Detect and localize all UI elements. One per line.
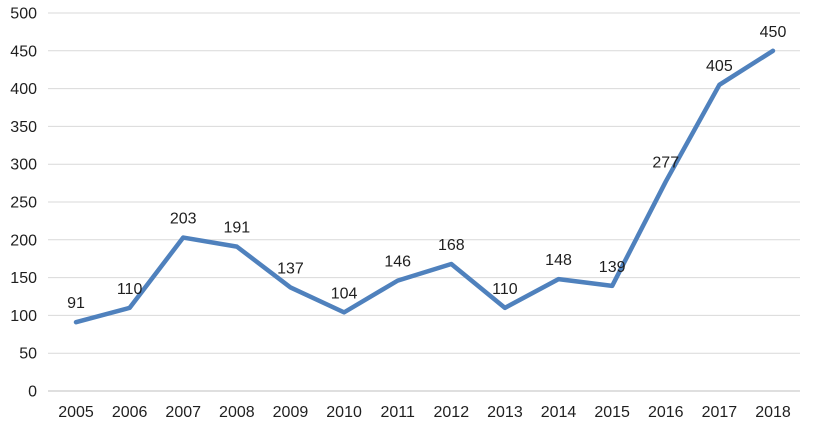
gridlines-group bbox=[48, 12, 800, 392]
data-point-label: 191 bbox=[223, 220, 250, 237]
data-point-label: 137 bbox=[277, 260, 304, 277]
data-point-label: 450 bbox=[760, 24, 787, 41]
data-point-label: 139 bbox=[599, 259, 626, 276]
x-axis-tick-label: 2006 bbox=[112, 404, 148, 421]
x-axis-tick-label: 2011 bbox=[380, 404, 415, 421]
y-axis-tick-label: 200 bbox=[10, 232, 37, 249]
y-axis-tick-labels-group: 0 50 100 150 200 250 300 350 400 450 500 bbox=[10, 6, 37, 401]
x-axis-tick-label: 2016 bbox=[648, 404, 684, 421]
x-axis-tick-label: 2008 bbox=[219, 404, 255, 421]
y-axis-tick-label: 500 bbox=[10, 6, 37, 23]
x-axis-tick-label: 2005 bbox=[58, 404, 94, 421]
y-axis-tick-label: 0 bbox=[28, 384, 37, 401]
y-axis-tick-label: 450 bbox=[10, 43, 37, 60]
y-axis-tick-label: 350 bbox=[10, 119, 37, 136]
data-point-label: 91 bbox=[67, 295, 85, 312]
x-axis-tick-labels-group: 2005 2006 2007 2008 2009 2010 2011 2012 2013 2014… bbox=[58, 404, 791, 421]
x-axis-tick-label: 2013 bbox=[487, 404, 523, 421]
data-point-label: 104 bbox=[331, 285, 358, 302]
x-axis-tick-label: 2012 bbox=[434, 404, 470, 421]
data-point-label: 405 bbox=[706, 58, 733, 75]
x-axis-tick-label: 2015 bbox=[594, 404, 630, 421]
y-axis-tick-label: 400 bbox=[10, 81, 37, 98]
x-axis-tick-label: 2018 bbox=[755, 404, 791, 421]
y-axis-tick-label: 100 bbox=[10, 308, 37, 325]
data-point-label: 168 bbox=[438, 237, 465, 254]
x-axis-tick-label: 2010 bbox=[326, 404, 362, 421]
x-axis-tick-label: 2007 bbox=[165, 404, 201, 421]
data-point-label: 110 bbox=[492, 281, 518, 298]
data-series-group bbox=[73, 48, 776, 325]
series-line bbox=[73, 48, 776, 325]
y-axis-tick-label: 250 bbox=[10, 195, 37, 212]
x-axis-tick-label: 2017 bbox=[702, 404, 738, 421]
x-axis-tick-label: 2009 bbox=[273, 404, 309, 421]
data-point-label: 110 bbox=[117, 281, 143, 298]
data-point-label: 277 bbox=[652, 155, 679, 172]
data-point-label: 203 bbox=[170, 211, 197, 228]
y-axis-tick-label: 150 bbox=[10, 270, 37, 287]
x-axis-tick-label: 2014 bbox=[541, 404, 577, 421]
y-axis-tick-label: 50 bbox=[19, 346, 37, 363]
data-labels-group: 91 110 203 191 137 104 146 168 110 148 139 277 405 45… bbox=[67, 24, 786, 312]
data-point-label: 148 bbox=[545, 252, 572, 269]
y-axis-tick-label: 300 bbox=[10, 157, 37, 174]
data-point-label: 146 bbox=[384, 254, 411, 271]
